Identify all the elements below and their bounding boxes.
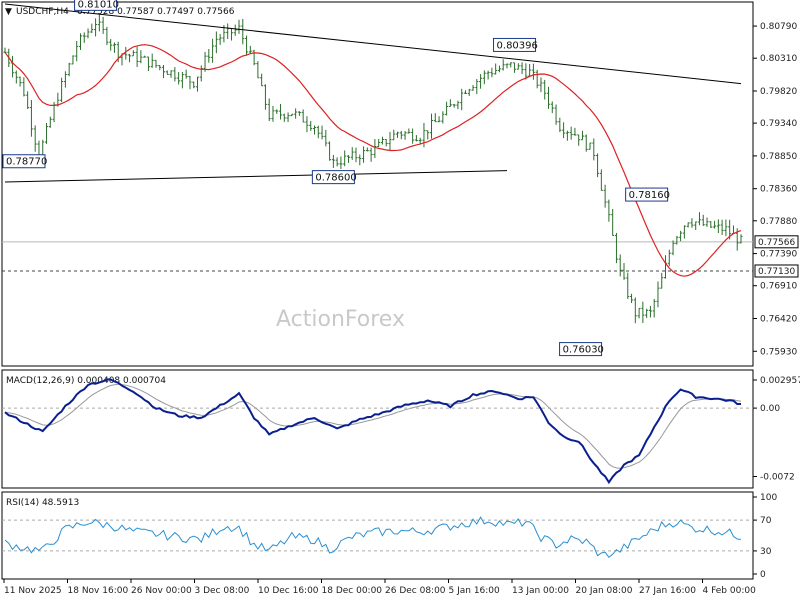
macd-axis-ticks: 0.002957 0.00 -0.0072 [753,376,800,483]
time-tick-label: 13 Jan 00:00 [512,586,569,596]
price-tick-label: 0.76910 [760,282,797,292]
level-label-box [311,170,355,185]
price-tick-label: 0.77880 [760,217,797,227]
level-label-box [625,187,669,202]
level-label-text: 0.78600 [315,173,356,184]
price-axis-ticks: 0.80790 0.80310 0.79820 0.79340 0.78850 0.783… [753,22,799,357]
level-label-text: 0.81010 [78,0,119,10]
macd-lines [2,378,753,485]
trendline-1 [4,3,742,85]
support-tag-box [754,264,799,278]
level-label-box [74,0,118,11]
macd-title: MACD(12,26,9) 0.000408 0.000704 [6,376,166,386]
time-tick-label: 5 Jan 16:00 [449,586,501,596]
level-label-text: 0.76030 [563,345,604,356]
trendline-2 [4,170,508,183]
price-panel-frame [1,1,754,367]
time-tick-label: 4 Feb 00:00 [703,586,757,596]
price-tick-label: 0.76420 [760,314,797,324]
price-level-labels: 0.78770 0.81010 0.78600 0.80396 0.78160 0.760… [2,0,670,357]
time-tick-label: 10 Dec 16:00 [258,586,319,596]
rsi-title: RSI(14) 48.5913 [6,498,79,508]
level-label-box [2,154,46,169]
price-reference-lines [2,241,753,272]
time-tick-label: 20 Jan 08:00 [576,586,633,596]
header-arrow: ▼ [5,7,12,17]
level-label-text: 0.78770 [6,157,47,168]
rsi-lines [2,516,753,559]
level-label-text: 0.80396 [497,40,538,51]
rsi-tick-label: 70 [760,516,772,526]
moving-average-series [4,44,742,277]
rsi-series [4,516,742,559]
level-label-box [559,342,603,357]
candles [3,14,743,324]
level-label-box [493,37,537,52]
time-tick-label: 18 Dec 00:00 [322,586,383,596]
time-tick-label: 3 Dec 08:00 [195,586,250,596]
macd-tick-label: -0.0072 [760,473,795,483]
macd-tick-label: 0.002957 [760,376,800,386]
price-tick-label: 0.77390 [760,250,797,260]
time-axis: 11 Nov 2025 18 Nov 16:00 26 Nov 00:00 3 Dec… [3,579,757,596]
price-tick-label: 0.75930 [760,347,797,357]
price-tick-label: 0.80310 [760,54,797,64]
support-tag-text: 0.77130 [758,267,795,277]
rsi-tick-label: 0 [760,570,766,580]
price-tick-label: 0.79820 [760,87,797,97]
macd-series [4,378,741,485]
macd-panel-frame [1,369,754,489]
header-symbol: USDCHF,H4 [16,7,69,17]
trendlines [4,3,742,183]
price-tick-label: 0.79340 [760,119,797,129]
time-tick-label: 11 Nov 2025 [4,586,62,596]
price-tick-label: 0.78850 [760,152,797,162]
price-tick-label: 0.80790 [760,22,797,32]
time-tick-label: 26 Dec 08:00 [385,586,446,596]
price-tick-label: 0.78360 [760,185,797,195]
time-tick-label: 27 Jan 16:00 [639,586,696,596]
current-price-tag-text: 0.77566 [758,238,795,248]
time-tick-label: 18 Nov 16:00 [68,586,129,596]
rsi-axis-ticks: 100 70 30 0 [753,493,777,580]
watermark: ActionForex [276,307,405,332]
rsi-panel-frame [1,491,754,580]
rsi-tick-label: 100 [760,493,777,503]
macd-tick-label: 0.00 [760,404,780,414]
moving-average-line [4,44,742,277]
rsi-tick-label: 30 [760,547,772,557]
current-price-tag-box [754,235,799,249]
time-tick-label: 26 Nov 00:00 [131,586,192,596]
header-ohlc: 0.77528 0.77587 0.77497 0.77566 [77,7,235,17]
level-label-text: 0.78160 [629,190,670,201]
macd-signal-series [4,383,742,469]
